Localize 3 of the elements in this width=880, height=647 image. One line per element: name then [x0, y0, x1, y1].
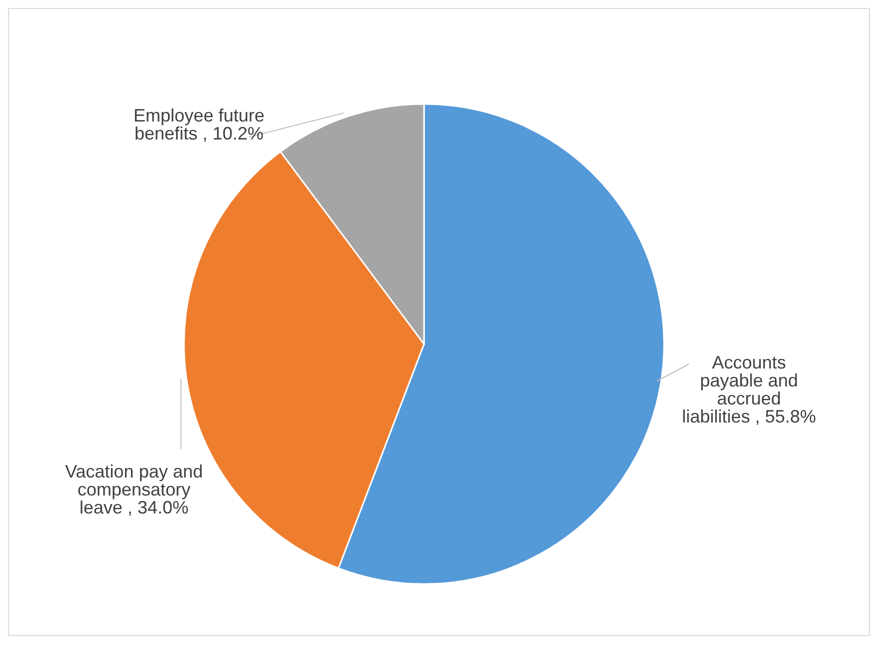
slice-label: Employee future benefits , 10.2% — [133, 105, 265, 144]
slice-label: Accounts payable and accrued liabilities , 55.8% — [682, 352, 816, 426]
slice-label: Vacation pay and compensatory leave , 34.0% — [65, 461, 203, 518]
